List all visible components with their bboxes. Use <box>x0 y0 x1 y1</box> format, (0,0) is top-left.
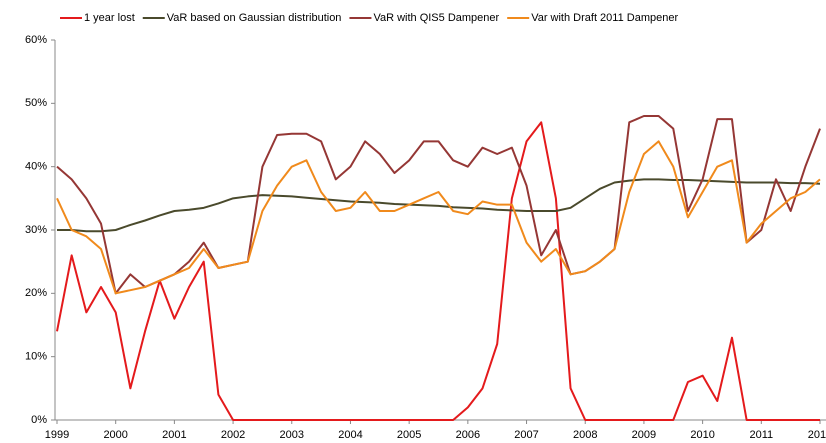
x-tick-label: 2005 <box>397 429 421 441</box>
y-tick-label: 40% <box>25 161 47 173</box>
legend-label: Var with Draft 2011 Dampener <box>531 12 678 24</box>
y-tick-label: 50% <box>25 97 47 109</box>
x-tick-label: 2011 <box>749 429 773 441</box>
x-tick-label: 2006 <box>456 429 480 441</box>
series-line <box>56 140 821 295</box>
x-tick-label: 2007 <box>514 429 538 441</box>
legend-label: 1 year lost <box>84 12 135 24</box>
legend-label: VaR with QIS5 Dampener <box>373 12 499 24</box>
y-tick-label: 0% <box>31 414 47 426</box>
x-tick-label: 2008 <box>573 429 597 441</box>
x-tick-label: 2010 <box>690 429 714 441</box>
legend-label: VaR based on Gaussian distribution <box>167 12 342 24</box>
x-tick-label: 1999 <box>45 429 69 441</box>
series-line <box>56 121 820 421</box>
series-line <box>57 178 821 233</box>
y-tick-label: 30% <box>25 224 47 236</box>
x-tick-label: 2004 <box>338 429 362 441</box>
x-tick-label: 2012 <box>808 429 826 441</box>
x-tick-label: 2001 <box>162 429 186 441</box>
x-tick-label: 2003 <box>280 429 304 441</box>
x-tick-label: 2002 <box>221 429 245 441</box>
x-tick-label: 2009 <box>632 429 656 441</box>
x-tick-label: 2000 <box>103 429 127 441</box>
y-tick-label: 60% <box>25 34 47 46</box>
y-tick-label: 20% <box>25 287 47 299</box>
y-tick-label: 10% <box>25 351 47 363</box>
series-line <box>56 115 821 295</box>
